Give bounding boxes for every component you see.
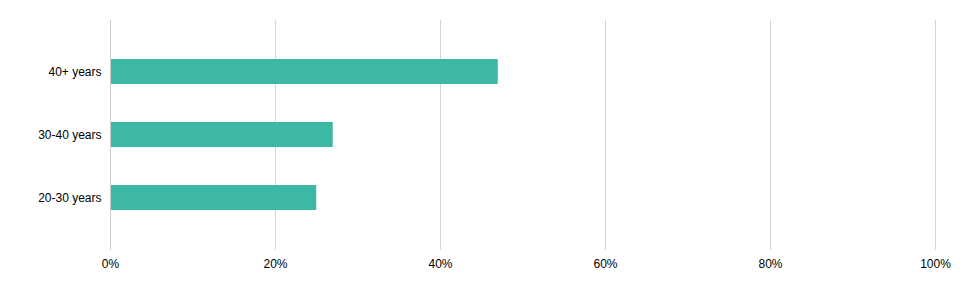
svg-text:80%: 80% <box>758 257 782 271</box>
svg-text:0%: 0% <box>102 257 120 271</box>
svg-text:20%: 20% <box>263 257 287 271</box>
svg-text:40%: 40% <box>428 257 452 271</box>
svg-text:40+ years: 40+ years <box>48 65 101 79</box>
svg-text:100%: 100% <box>920 257 951 271</box>
svg-text:60%: 60% <box>593 257 617 271</box>
svg-text:30-40 years: 30-40 years <box>38 128 101 142</box>
svg-text:20-30 years: 20-30 years <box>38 191 101 205</box>
